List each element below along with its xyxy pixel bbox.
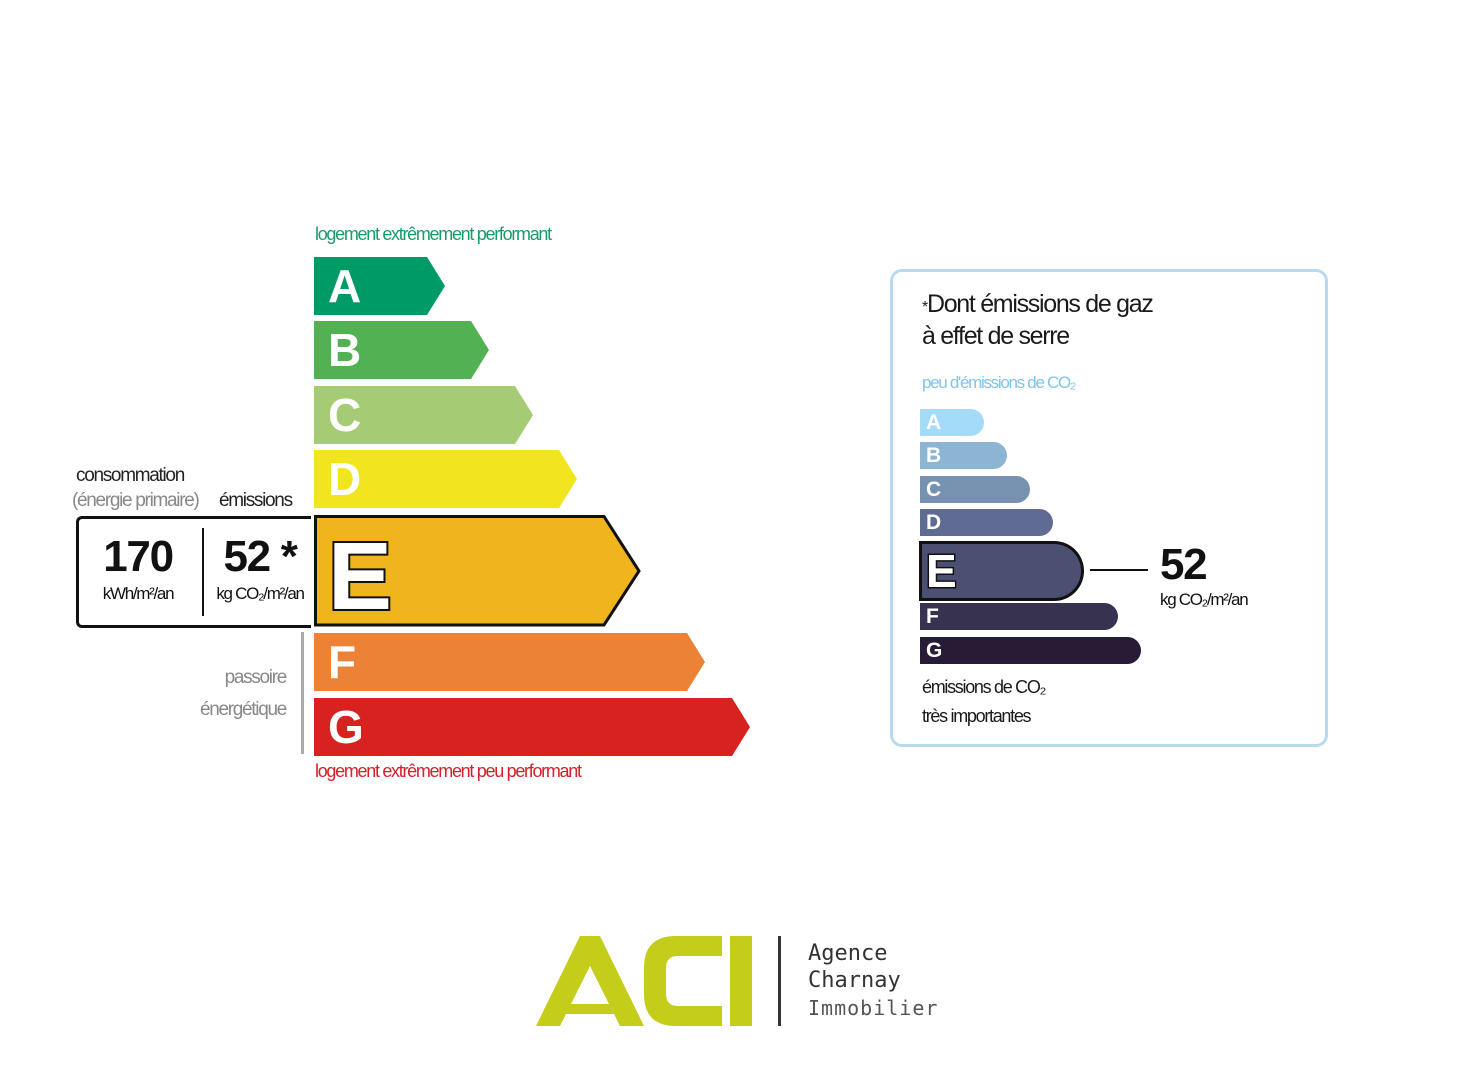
aci-logo-i-shape [730,936,752,1026]
ges-class-a-bar: A [920,409,984,436]
energy-class-b-bar: B [314,321,489,379]
consumption-value: 170 [103,532,174,581]
energy-class-letter: F [328,636,357,688]
emissions-label: émissions [219,490,293,511]
ges-class-letter: D [926,511,942,534]
aci-logo [536,936,752,1026]
consumption-label: consommation [76,465,185,486]
ges-class-e-bar [920,541,1084,601]
ges-title-line-2: à effet de serre [922,322,1070,350]
best-performance-caption: logement extrêmement performant [315,224,552,244]
ges-high-label-line-2: très importantes [922,706,1032,726]
ges-panel [890,269,1328,747]
ges-class-f-bar: F [920,603,1118,630]
energy-class-letter: G [328,701,364,753]
energy-class-letter: D [328,453,362,505]
ges-low-label: peu d'émissions de CO₂ [922,373,1077,392]
ges-class-b-bar: B [920,442,1007,469]
aci-logo-c-shape [644,936,722,1026]
logo-agence: Agence [808,941,888,966]
ges-unit: kg CO₂/m²/an [1160,590,1249,609]
ges-high-label-line-1: émissions de CO₂ [922,677,1047,697]
aci-logo-a-bar [554,1004,618,1026]
primary-energy-label: (énergie primaire) [72,490,200,511]
ges-class-e-letter: E [926,545,957,597]
ges-title-line-1: Dont émissions de gaz [926,290,1154,318]
passoire-label: passoire énergétique [150,662,288,726]
energy-class-e-shape [314,515,641,627]
ges-class-c-bar: C [920,476,1030,503]
ges-class-letter: F [926,605,939,628]
consumption-divider [202,528,204,616]
passoire-line-2: énergétique [199,699,287,720]
energy-class-f-bar: F [314,633,705,691]
energy-class-c-bar: C [314,386,533,444]
energy-class-e-arrow: E [314,515,641,627]
energy-class-d-bar: D [314,450,577,508]
ges-title-star: * [922,299,928,316]
passoire-line-1: passoire [224,667,288,688]
logo-divider [778,936,781,1026]
consumption-box [76,516,311,628]
ges-class-d-bar: D [920,509,1053,536]
ges-class-g-bar: G [920,637,1141,664]
passoire-bracket [301,632,304,754]
ges-value: 52 [1160,540,1208,589]
ges-class-e-border [919,541,922,601]
logo-immobilier: Immobilier [808,996,939,1020]
energy-class-e-letter: E [328,523,392,627]
logo-charnay: Charnay [808,968,901,993]
ges-class-letter: A [926,411,942,434]
ges-class-e-letter-svg: E [925,544,959,599]
energy-class-letter: A [328,260,362,312]
ges-class-letter: G [926,639,943,662]
energy-class-g-bar: G [314,698,750,756]
ges-title: *Dont émissions de gaz à effet de serre [922,288,1154,352]
ges-class-letter: C [926,478,942,501]
energy-class-letter: C [328,389,362,441]
worst-performance-caption: logement extrêmement peu performant [315,761,582,781]
aci-logo-a-shape [536,936,644,1026]
emissions-unit: kg CO₂/m²/an [216,584,305,603]
emissions-value: 52 * [223,532,297,581]
ges-connector-line [1090,569,1148,571]
energy-class-a-bar: A [314,257,445,315]
energy-class-letter: B [328,324,362,376]
ges-class-letter: B [926,444,942,467]
consumption-unit: kWh/m²/an [102,584,175,603]
